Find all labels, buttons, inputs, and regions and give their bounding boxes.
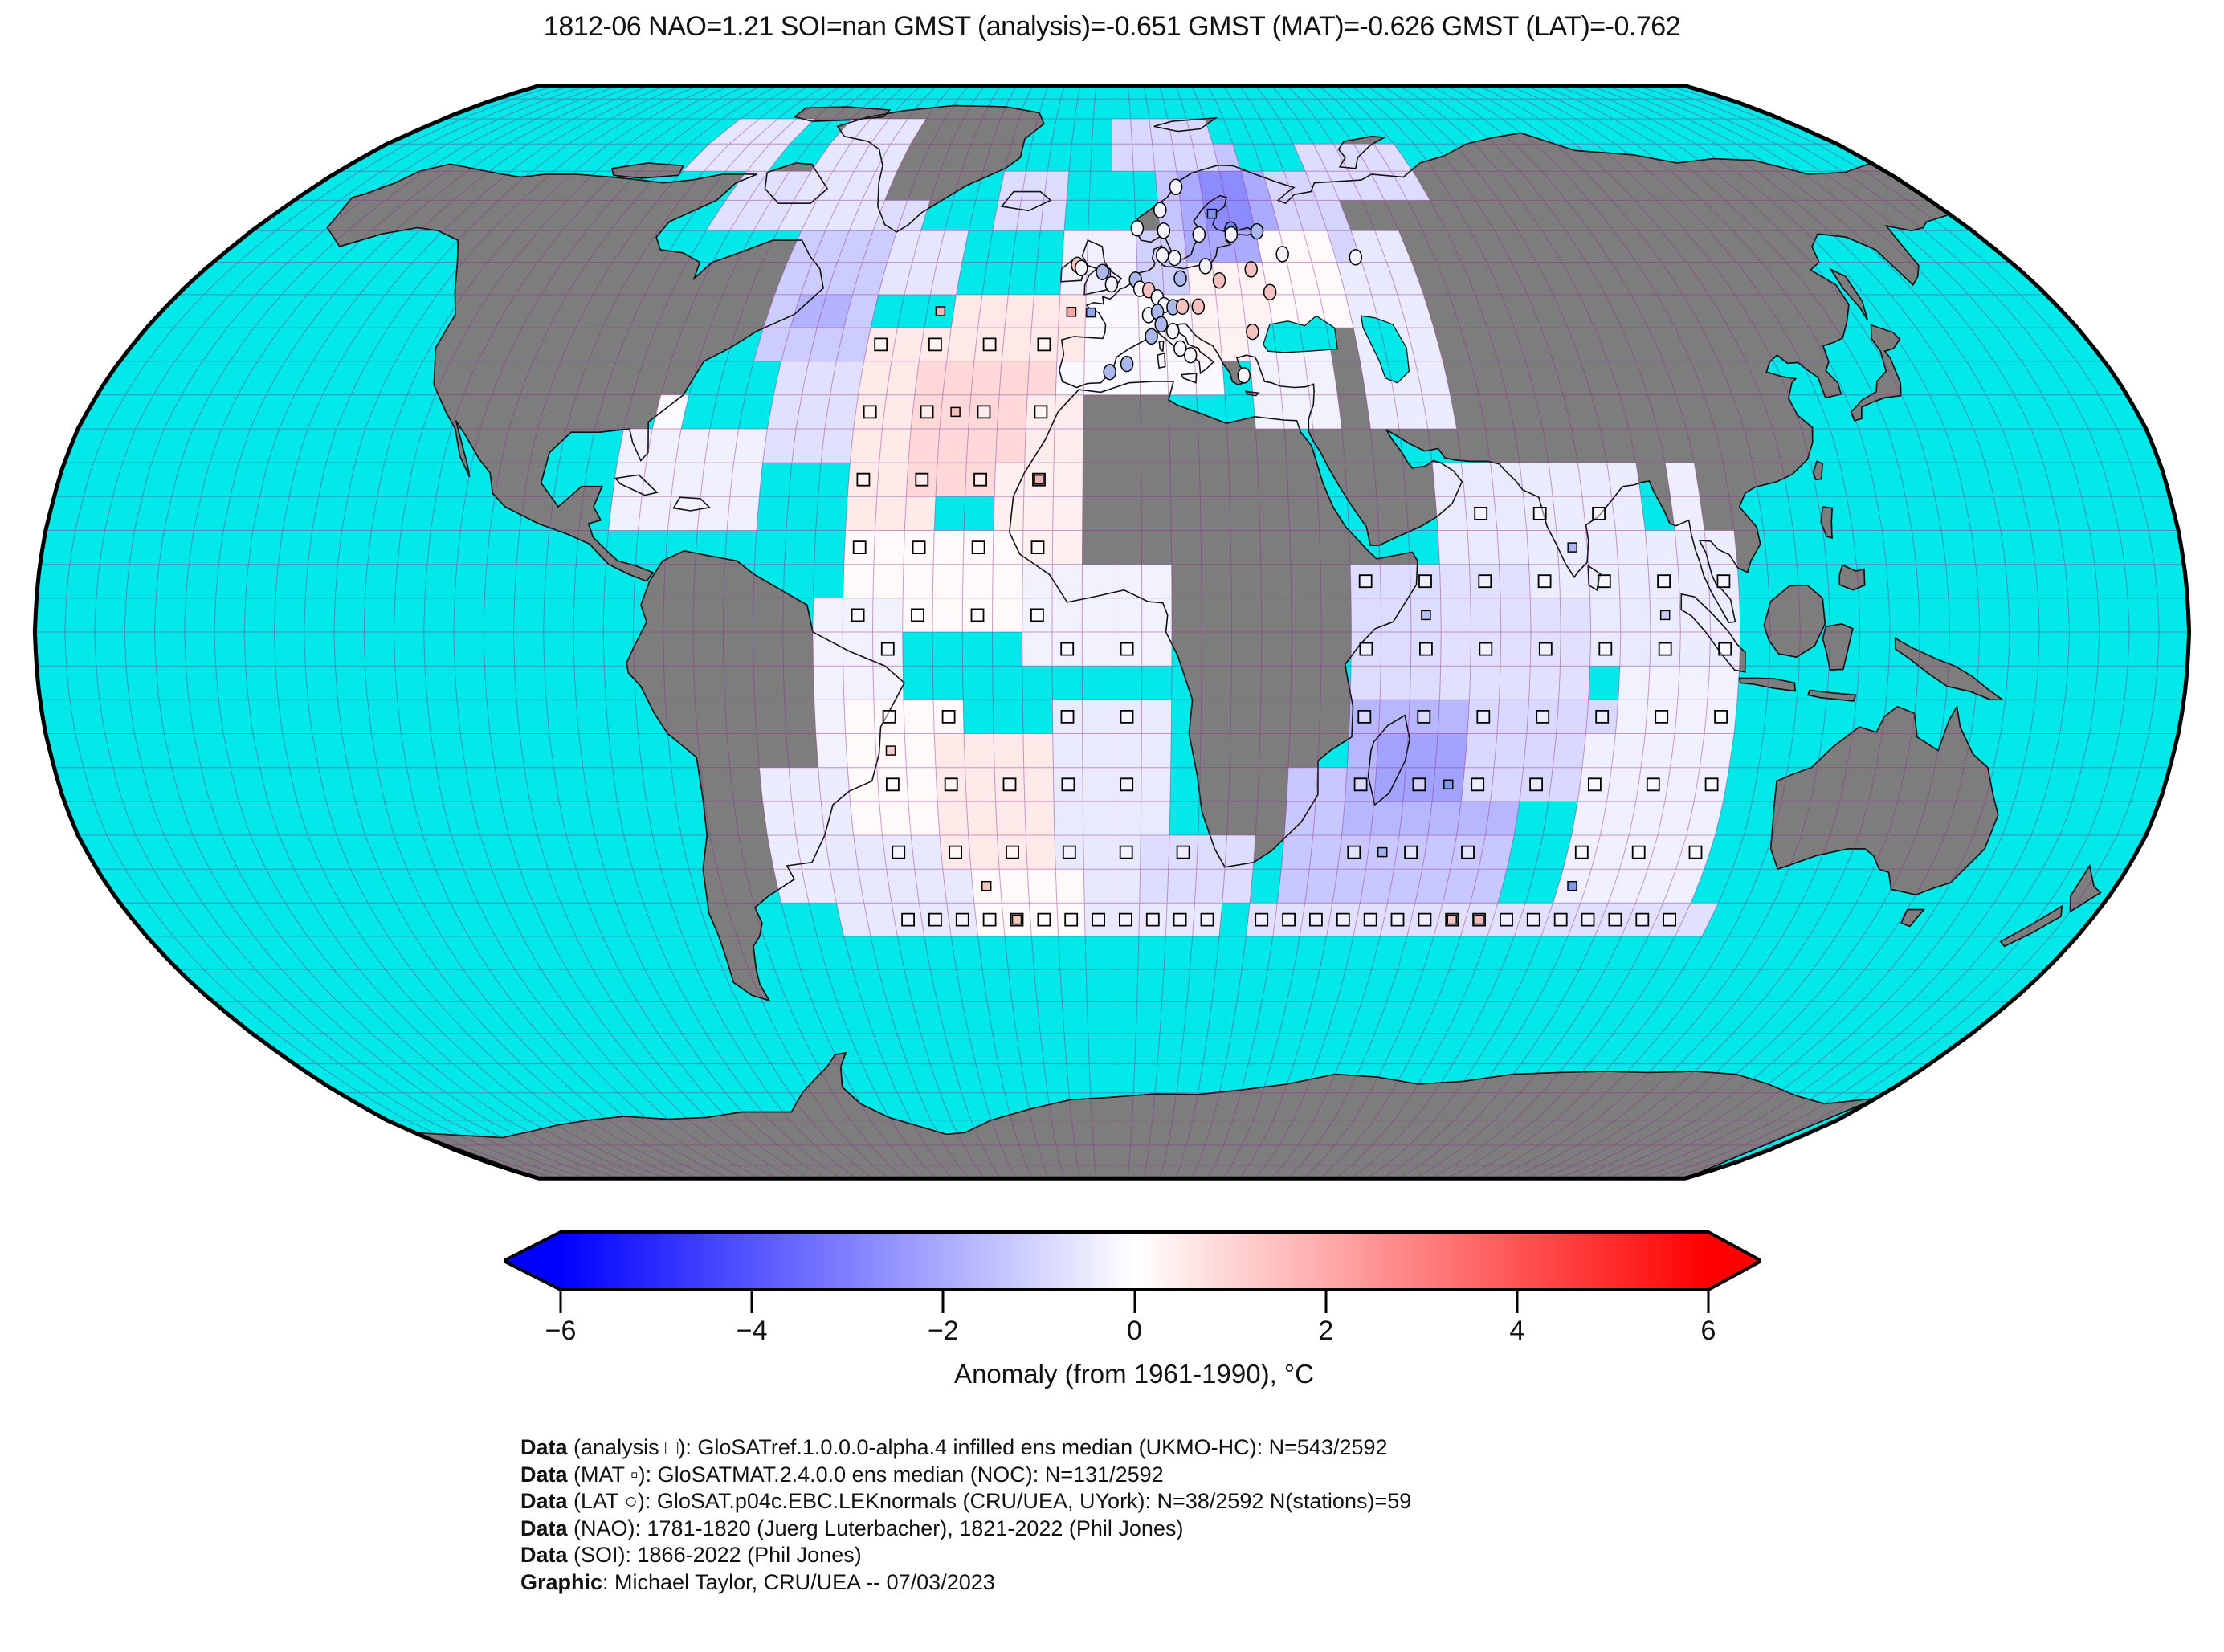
colorbar <box>500 1230 1765 1291</box>
colorbar-gradient <box>500 1230 1765 1291</box>
colorbar-tick-label: −6 <box>545 1315 577 1346</box>
colorbar-tick <box>1516 1291 1519 1313</box>
colorbar-tick <box>1133 1291 1136 1313</box>
colorbar-tick <box>1707 1291 1710 1313</box>
colorbar-tick <box>559 1291 562 1313</box>
colorbar-tick <box>1324 1291 1328 1313</box>
credit-line: Data (SOI): 1866-2022 (Phil Jones) <box>520 1543 862 1567</box>
colorbar-tick-label: 0 <box>1127 1315 1142 1346</box>
colorbar-tick-label: 4 <box>1509 1315 1525 1346</box>
page-title: 1812-06 NAO=1.21 SOI=nan GMST (analysis)… <box>543 11 1681 42</box>
credit-line: Data (LAT ○): GloSAT.p04c.EBC.LEKnormals… <box>520 1489 1412 1513</box>
colorbar-tick <box>750 1291 753 1313</box>
credits-block: Data (analysis □): GloSATref.1.0.0.0-alp… <box>520 1434 1411 1596</box>
colorbar-tick-label: 6 <box>1700 1315 1716 1346</box>
colorbar-tick <box>941 1291 945 1313</box>
colorbar-tick-label: −4 <box>736 1315 768 1346</box>
colorbar-axis-label: Anomaly (from 1961-1990), °C <box>954 1359 1314 1389</box>
colorbar-tick-label: −2 <box>927 1315 959 1346</box>
credit-line: Data (MAT ▫): GloSATMAT.2.4.0.0 ens medi… <box>520 1462 1164 1487</box>
credit-line: Graphic: Michael Taylor, CRU/UEA -- 07/0… <box>520 1569 995 1594</box>
credit-line: Data (analysis □): GloSATref.1.0.0.0-alp… <box>520 1435 1388 1459</box>
credit-line: Data (NAO): 1781-1820 (Juerg Luterbacher… <box>520 1515 1184 1540</box>
colorbar-tick-label: 2 <box>1318 1315 1334 1346</box>
